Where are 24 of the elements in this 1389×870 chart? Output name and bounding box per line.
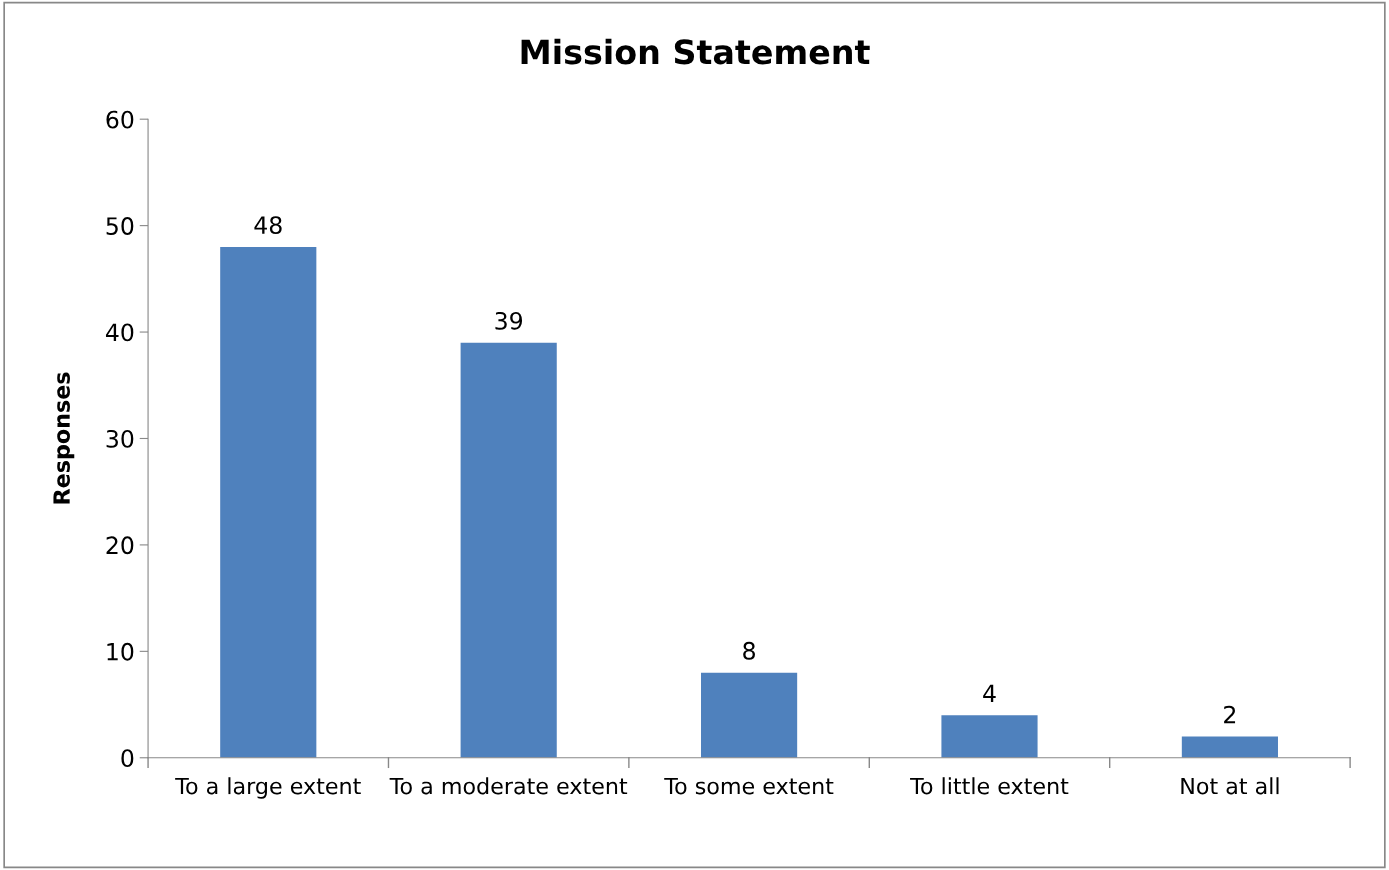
chart-title: Mission Statement [521, 38, 870, 65]
y-tick-label: 10 [107, 642, 134, 661]
x-tick-label: To a large extent [175, 777, 361, 799]
y-axis-title: Responses [53, 372, 75, 504]
bar [1181, 736, 1278, 758]
y-tick-label: 20 [106, 536, 134, 555]
y-tick-label: 50 [106, 217, 134, 235]
data-label: 2 [1224, 705, 1236, 724]
data-label: 8 [743, 641, 755, 660]
x-tick-label: To a moderate extent [389, 777, 628, 795]
bar [220, 246, 317, 758]
data-label: 48 [254, 216, 282, 234]
bar [941, 715, 1038, 758]
y-tick-label: 60 [106, 110, 134, 129]
data-label: 4 [983, 684, 996, 702]
x-tick-label: Not at all [1181, 777, 1279, 795]
y-tick-label: 40 [105, 323, 134, 342]
y-tick-label: 0 [121, 749, 134, 768]
data-label: 39 [495, 311, 523, 330]
bar [701, 672, 798, 758]
x-tick-label: To little extent [910, 777, 1069, 795]
y-tick-label: 30 [106, 429, 134, 448]
x-tick-label: To some extent [664, 777, 834, 795]
bar [460, 342, 557, 758]
